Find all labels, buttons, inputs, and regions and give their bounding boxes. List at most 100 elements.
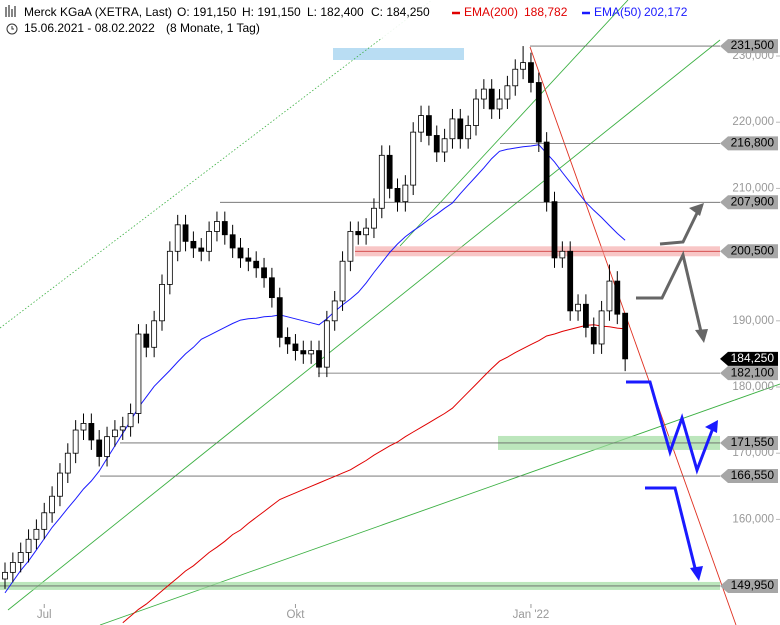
candle-body bbox=[300, 350, 307, 355]
clock-icon bbox=[6, 23, 18, 35]
candle-body bbox=[457, 118, 464, 140]
candle-body bbox=[198, 247, 205, 252]
chart-title: Merck KGaA (XETRA, Last) bbox=[24, 5, 172, 19]
highlight-box bbox=[333, 48, 464, 60]
candle-body bbox=[41, 512, 48, 530]
candle-body bbox=[119, 426, 126, 431]
candle-body bbox=[598, 310, 605, 345]
candle-body bbox=[512, 68, 519, 87]
level-tag-label: 166,550 bbox=[731, 468, 775, 482]
candle-body bbox=[449, 118, 456, 140]
drawing-layer: 231,500 216,800 207,900 200,500 182,100 171,5… bbox=[626, 38, 778, 593]
candle-body bbox=[292, 343, 299, 351]
legend-label: EMA(200) bbox=[464, 5, 518, 19]
candle-body bbox=[64, 452, 71, 474]
candle-body bbox=[504, 85, 511, 100]
candle-body bbox=[331, 300, 338, 322]
candle-body bbox=[25, 538, 32, 553]
candle-body bbox=[567, 250, 574, 312]
level-tag bbox=[720, 39, 778, 54]
candle-body bbox=[143, 333, 150, 348]
candle-body bbox=[135, 333, 142, 414]
candle-body bbox=[363, 227, 370, 236]
candle-body bbox=[316, 350, 322, 368]
candle-body bbox=[606, 280, 613, 312]
candle-body bbox=[410, 131, 417, 186]
arrowhead bbox=[705, 420, 718, 433]
scenario-arrow bbox=[626, 380, 715, 475]
candle-body bbox=[575, 303, 581, 312]
candle-body bbox=[190, 240, 197, 249]
clock-icon bbox=[11, 26, 14, 30]
price-tag bbox=[720, 351, 778, 366]
candle-body bbox=[72, 429, 79, 454]
level-tag-label: 216,800 bbox=[731, 136, 775, 150]
candle-body bbox=[57, 472, 63, 497]
candle-body bbox=[543, 141, 550, 203]
level-tag bbox=[720, 195, 778, 210]
candle-body bbox=[441, 138, 448, 153]
candle-body bbox=[166, 250, 173, 285]
candle-body bbox=[308, 350, 315, 355]
candle-body bbox=[80, 423, 87, 431]
candle-body bbox=[151, 320, 158, 348]
candle-body bbox=[9, 562, 16, 573]
period: (8 Monate, 1 Tag) bbox=[166, 21, 260, 35]
legend-value: 202,172 bbox=[644, 5, 688, 19]
candle-body bbox=[127, 413, 134, 428]
candle-body bbox=[488, 88, 495, 110]
scenario-arrow bbox=[636, 250, 704, 337]
y-tick-label: 160,000 bbox=[732, 513, 774, 525]
candle-body bbox=[583, 303, 589, 328]
candle-body bbox=[221, 221, 228, 236]
level-tag-label: 182,100 bbox=[731, 365, 775, 379]
candle-body bbox=[418, 115, 424, 133]
arrowhead bbox=[689, 203, 704, 216]
arrowhead bbox=[695, 329, 708, 343]
candle-body bbox=[253, 260, 260, 269]
y-tick-label: 210,000 bbox=[732, 182, 774, 194]
ema-line bbox=[122, 324, 626, 624]
candle-body bbox=[268, 277, 275, 299]
candle-body bbox=[473, 98, 479, 126]
candle-body bbox=[394, 188, 401, 203]
candle-body bbox=[551, 201, 558, 259]
level-tag-label: 171,550 bbox=[731, 435, 775, 449]
candle-body bbox=[276, 297, 283, 338]
scenario-arrow bbox=[659, 206, 702, 246]
candle-body bbox=[112, 429, 118, 438]
candle-body bbox=[559, 250, 566, 259]
y-tick-label: 220,000 bbox=[732, 116, 774, 128]
candle-body bbox=[535, 82, 542, 143]
candle-body bbox=[347, 231, 354, 262]
header-background bbox=[0, 0, 470, 38]
candle-body bbox=[402, 184, 409, 203]
header: Merck KGaA (XETRA, Last) O: 191,150 H: 1… bbox=[0, 0, 688, 38]
candle-body bbox=[104, 436, 110, 457]
candle-body bbox=[371, 207, 377, 229]
candle-body bbox=[284, 336, 291, 345]
candle-body bbox=[425, 115, 432, 136]
candle-body bbox=[206, 231, 213, 252]
header-stat: L: 182,400 bbox=[307, 5, 364, 19]
candle-body bbox=[88, 423, 95, 441]
level-tag bbox=[720, 244, 778, 259]
candle-body bbox=[214, 221, 220, 232]
subtitle: 15.06.2021 - 08.02.2022 bbox=[24, 21, 155, 35]
candle-body bbox=[261, 267, 267, 279]
level-tag-label: 149,950 bbox=[731, 578, 775, 592]
level-tag-label: 207,900 bbox=[731, 194, 775, 208]
candle-body bbox=[159, 283, 165, 322]
legend-label: EMA(50) bbox=[594, 5, 641, 19]
candle-body bbox=[229, 234, 236, 249]
header-stat: C: 184,250 bbox=[371, 5, 430, 19]
candle-body bbox=[33, 528, 40, 540]
candle-body bbox=[355, 231, 362, 236]
candle-body bbox=[17, 552, 24, 563]
ema-line bbox=[4, 144, 626, 594]
level-tag bbox=[720, 469, 778, 484]
arrowhead bbox=[690, 566, 703, 581]
plot-layer bbox=[2, 46, 629, 624]
